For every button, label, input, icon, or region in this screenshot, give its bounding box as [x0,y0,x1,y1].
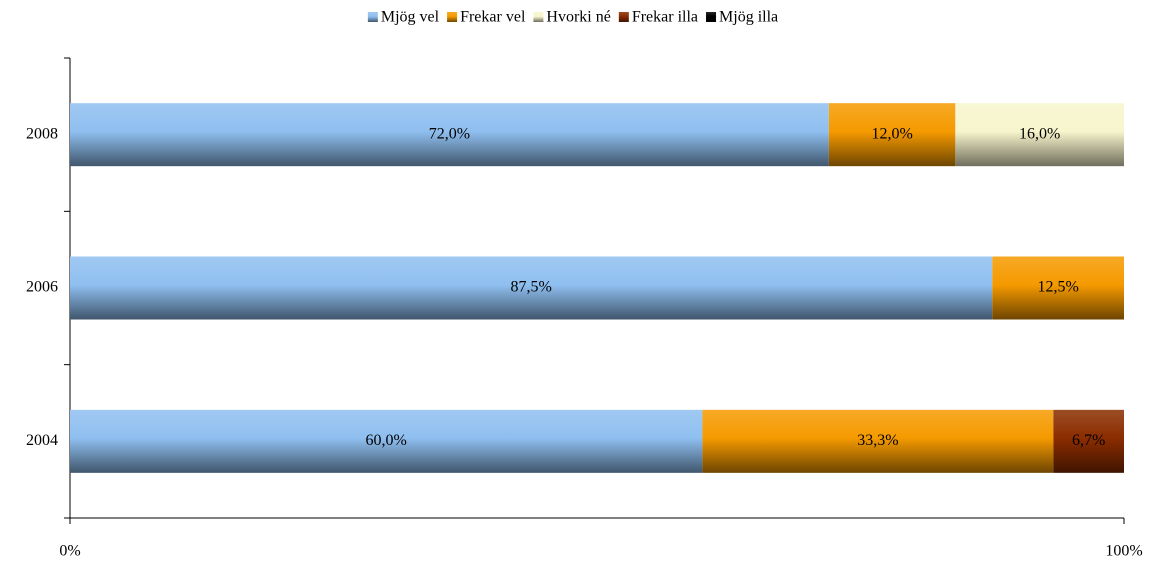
data-label: 16,0% [1019,125,1060,142]
legend-swatch [706,12,717,22]
data-label: 72,0% [429,125,470,142]
legend-swatch [618,12,629,22]
x-tick-label: 0% [59,543,80,560]
data-label: 12,0% [871,125,912,142]
data-label: 6,7% [1072,432,1105,449]
y-tick-label: 2006 [26,279,58,296]
bar-segment [70,409,703,473]
bar-segment [955,103,1124,167]
legend-swatch [367,12,378,22]
data-label: 60,0% [366,432,407,449]
legend-label: Hvorki né [546,9,610,26]
y-tick-label: 2008 [26,125,58,142]
legend-label: Mjög vel [381,9,440,26]
data-label: 87,5% [510,279,551,296]
legend-swatch [447,12,458,22]
bar-segment [70,103,829,167]
legend-swatch [533,12,544,22]
legend-label: Frekar illa [632,9,698,26]
legend-label: Frekar vel [460,9,526,26]
x-tick-label: 100% [1105,543,1142,560]
data-label: 33,3% [857,432,898,449]
bar-segment [1053,409,1124,473]
bar-segment [702,409,1054,473]
bar-segment [828,103,956,167]
y-tick-label: 2004 [26,432,58,449]
bar-segment [992,256,1124,320]
legend-label: Mjög illa [719,9,778,26]
bar-segment [70,256,993,320]
data-label: 12,5% [1037,279,1078,296]
legend: Mjög vel Frekar vel Hvorki né Frekar illa Mj… [367,9,778,26]
